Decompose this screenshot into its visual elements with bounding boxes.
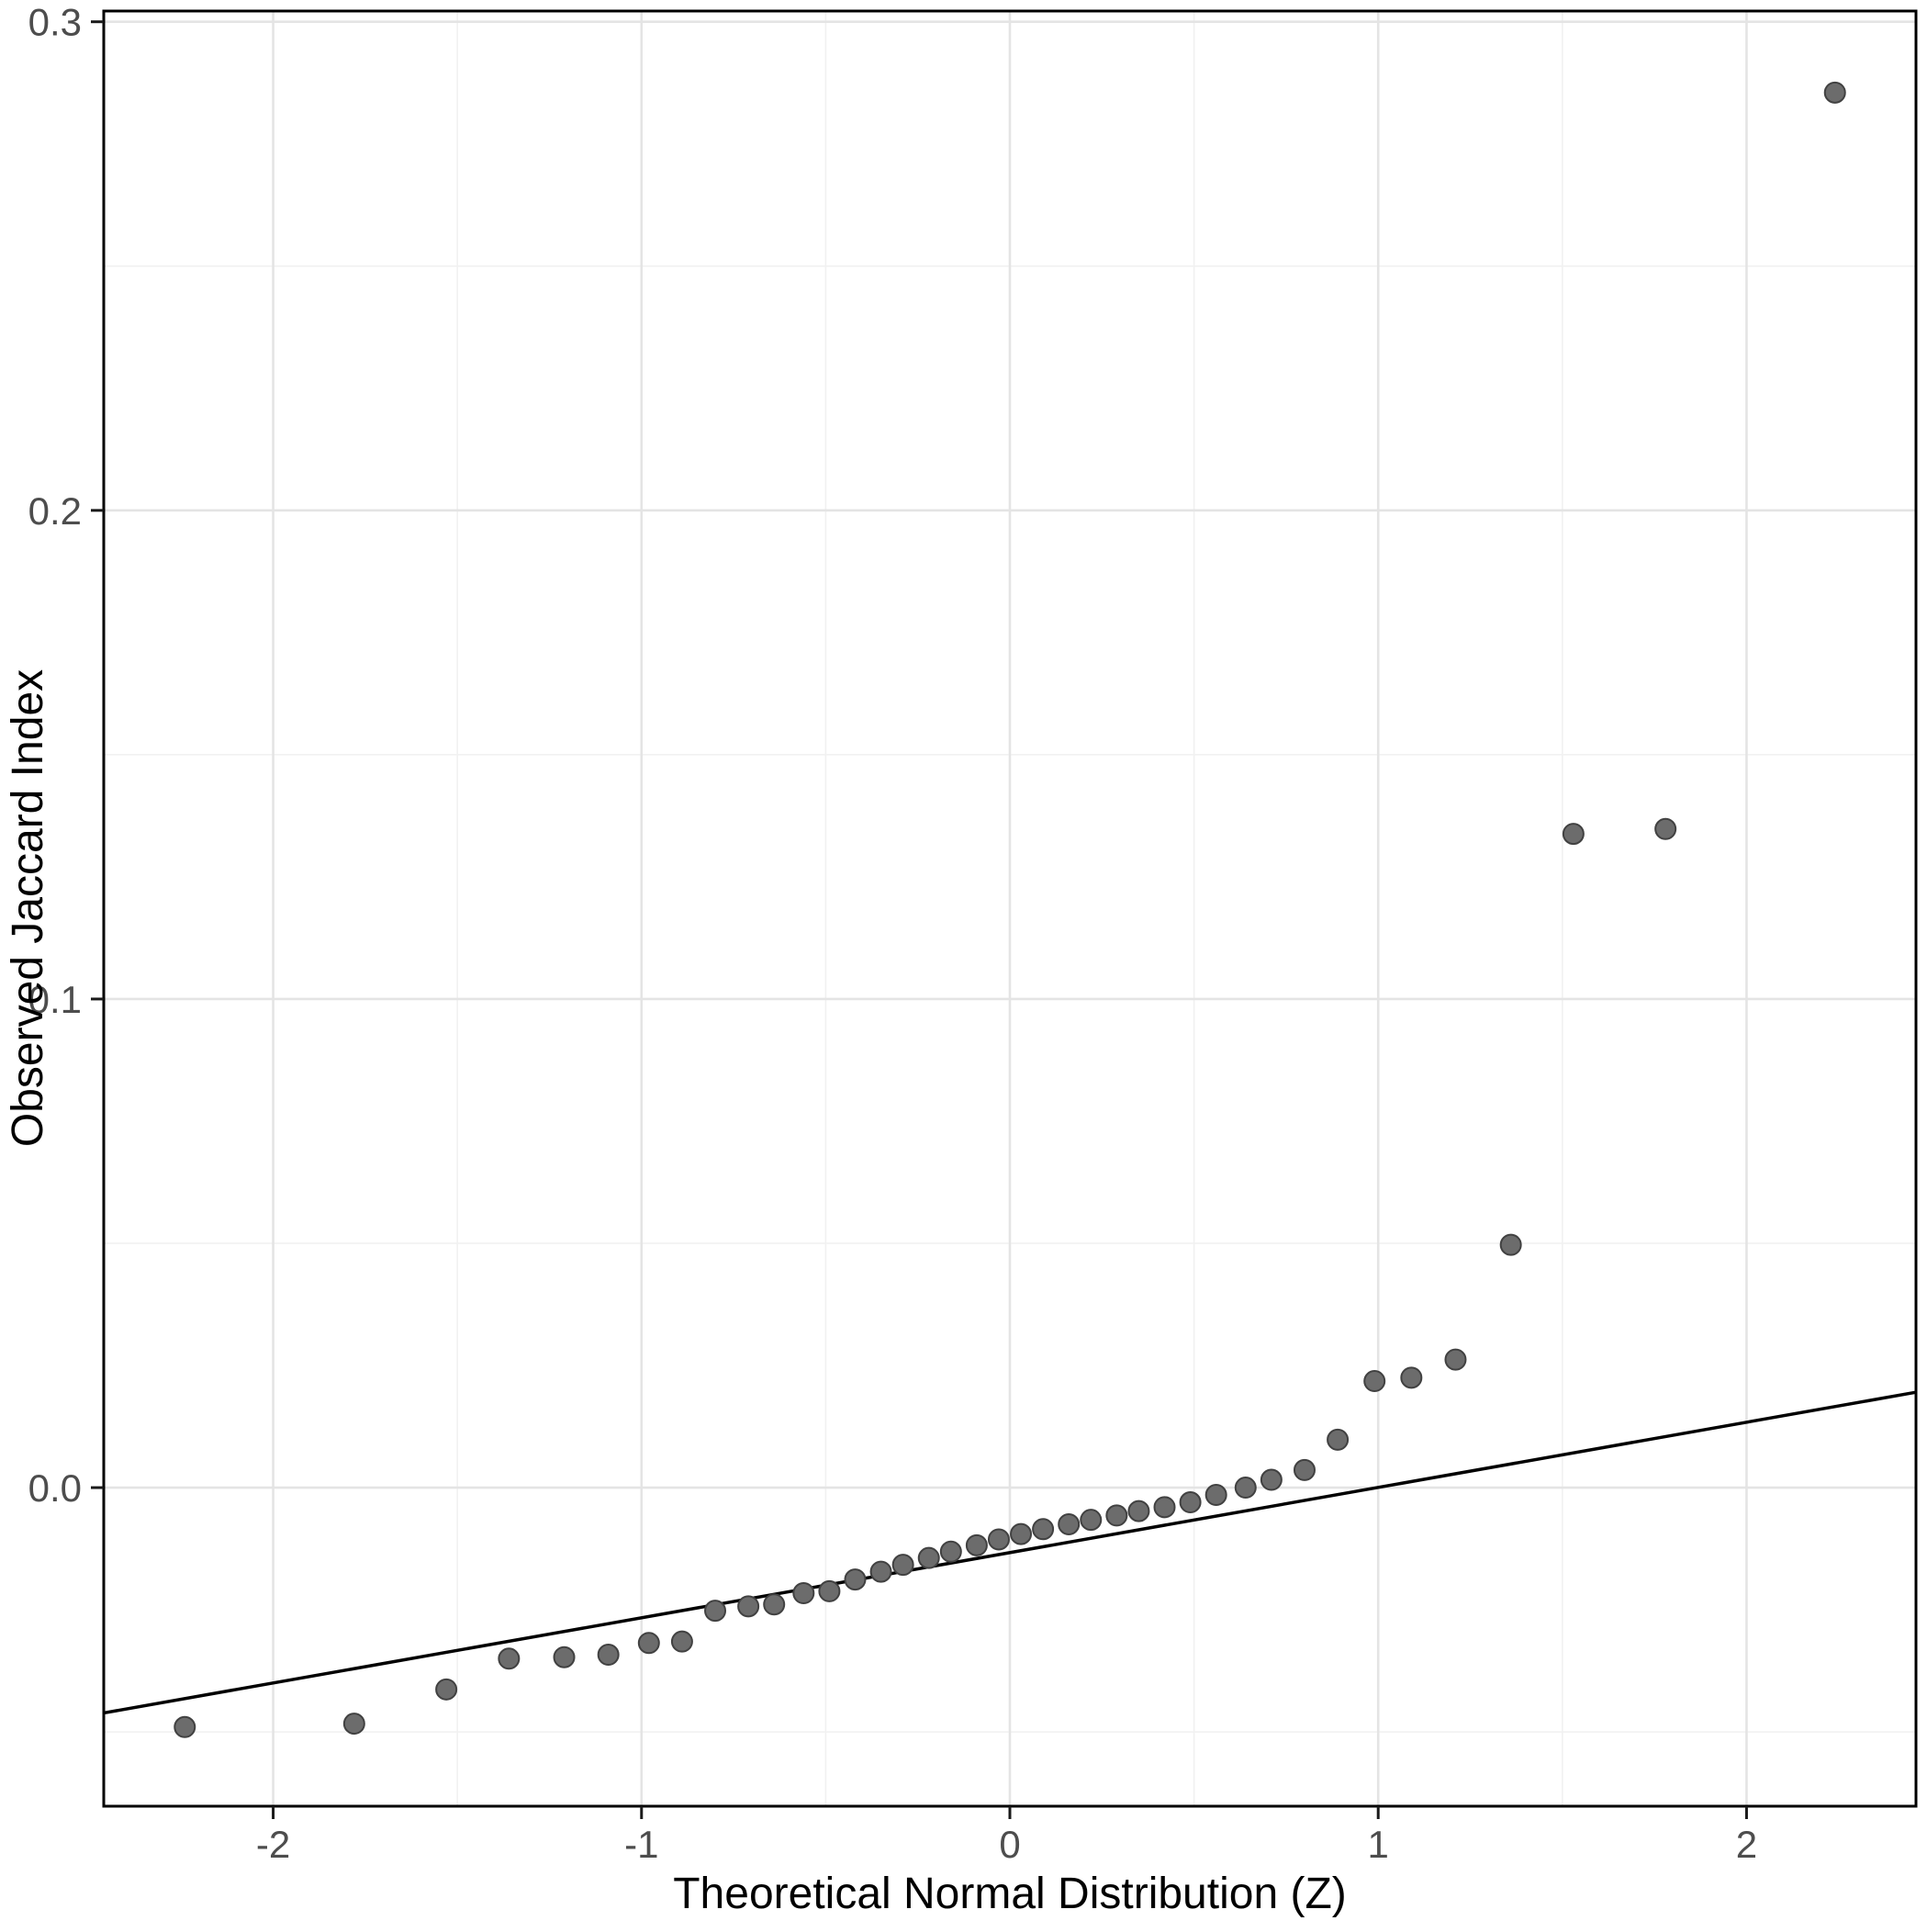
data-point [1204,1484,1227,1507]
data-point [965,1533,988,1556]
data-point [1058,1512,1081,1535]
data-point [637,1632,660,1655]
y-tick-label: 0.3 [28,1,82,44]
x-tick-label: 1 [1368,1823,1389,1866]
y-tick-label: 0.0 [28,1466,82,1510]
y-tick-label: 0.1 [28,978,82,1021]
x-tick-label: 0 [999,1823,1020,1866]
data-point [1654,817,1677,840]
data-point [939,1540,962,1563]
data-point [792,1581,815,1604]
data-point [597,1644,620,1667]
data-points [174,81,1846,1738]
data-point [435,1678,458,1701]
data-point [670,1630,693,1653]
x-tick-label: -2 [256,1823,290,1866]
data-point [1400,1366,1423,1389]
data-point [498,1647,521,1670]
data-point [1499,1233,1522,1256]
data-point [1363,1370,1386,1393]
qq-reference-line [103,1390,1917,1715]
data-point [737,1595,760,1618]
data-point [891,1554,914,1577]
data-point [844,1568,867,1591]
data-point [1032,1518,1055,1541]
data-point [917,1546,940,1569]
data-point [1127,1500,1150,1522]
y-axis-title: Observed Jaccard Index [4,669,52,1147]
data-point [1823,81,1846,104]
data-point [704,1600,727,1623]
x-tick-label: -1 [624,1823,658,1866]
data-point [1444,1348,1467,1371]
data-point [174,1715,196,1738]
data-point [1562,823,1585,846]
x-axis-title: Theoretical Normal Distribution (Z) [673,1870,1347,1918]
data-point [869,1560,892,1583]
x-tick-label: 2 [1736,1823,1757,1866]
axis-tick-marks [91,20,1748,1819]
data-point [1179,1491,1202,1514]
y-tick-label: 0.2 [28,489,82,533]
data-point [1105,1504,1128,1527]
data-point [1153,1496,1176,1519]
data-point [1260,1468,1283,1491]
data-point [1327,1428,1350,1451]
data-point [1080,1509,1103,1532]
major-gridlines [104,11,1916,1806]
data-point [818,1579,841,1602]
data-point [987,1528,1010,1551]
axis-tick-labels: -2 -1 0 1 2 0.0 0.1 0.2 0.3 [28,1,1758,1866]
data-point [342,1713,365,1735]
data-point [553,1646,576,1668]
data-point [1293,1458,1316,1481]
data-point [763,1593,786,1616]
data-point [1010,1522,1033,1545]
data-point [1234,1477,1257,1500]
